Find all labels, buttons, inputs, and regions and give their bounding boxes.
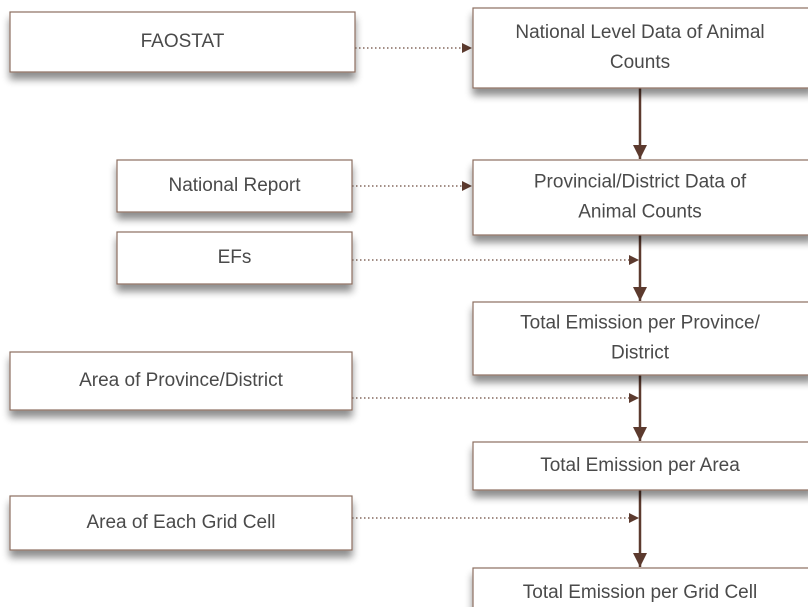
node-label: Area of Province/District — [79, 370, 284, 391]
node-box — [472, 441, 808, 491]
node-label: Total Emission per Area — [540, 455, 740, 476]
node-box — [9, 11, 356, 73]
node-label: District — [611, 343, 670, 364]
node-label: Counts — [610, 52, 670, 73]
node: Provincial/District Data of Animal Counts — [472, 159, 808, 236]
node-box — [472, 301, 808, 376]
node-box — [9, 495, 353, 551]
node-box — [116, 159, 353, 213]
node: Total Emission per Province/District — [472, 301, 808, 376]
node-label: FAOSTAT — [141, 31, 225, 52]
connectors — [352, 43, 647, 567]
node-label: National Level Data of Animal — [515, 22, 764, 43]
node: EFs — [116, 231, 353, 285]
node-label: Animal Counts — [578, 202, 702, 223]
node-label: Provincial/District Data of — [534, 172, 747, 193]
node-box — [472, 567, 808, 607]
node-box — [9, 351, 353, 411]
nodes: FAOSTAT National Level Data of Animal Coun… — [9, 7, 808, 607]
node-label: National Report — [168, 175, 301, 196]
node: National Level Data of Animal Counts — [472, 7, 808, 89]
node-label: EFs — [218, 247, 252, 268]
node-label: Area of Each Grid Cell — [86, 512, 275, 533]
node-box — [472, 7, 808, 89]
node-box — [472, 159, 808, 236]
node-label: Total Emission per Grid Cell — [523, 582, 757, 603]
node-label: Total Emission per Province/ — [520, 313, 760, 334]
node: FAOSTAT — [9, 11, 356, 73]
node: National Report — [116, 159, 353, 213]
node: Area of Province/District — [9, 351, 353, 411]
node-box — [116, 231, 353, 285]
node: Total Emission per Grid Cell — [472, 567, 808, 607]
node: Area of Each Grid Cell — [9, 495, 353, 551]
node: Total Emission per Area — [472, 441, 808, 491]
